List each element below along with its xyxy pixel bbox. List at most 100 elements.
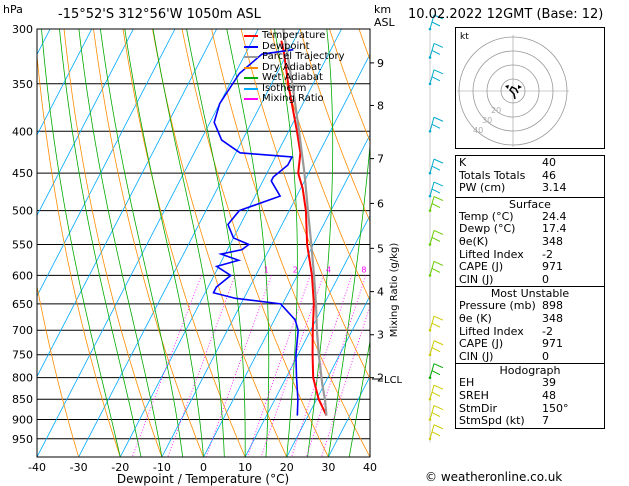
legend-label: Dry Adiabat	[262, 61, 322, 73]
row-value: 17.4	[542, 222, 567, 236]
table-row: CAPE (J) 971	[456, 338, 604, 351]
row-value: 24.4	[542, 209, 567, 223]
most-unstable-title: Most Unstable	[490, 287, 570, 301]
temp-tick-label: 30	[321, 461, 335, 474]
legend-label: Temperature	[262, 30, 326, 41]
wind-barb	[428, 384, 444, 401]
mixing-ratio-label: 2	[293, 265, 298, 274]
row-value: 971	[542, 337, 563, 351]
temp-tick-label: -30	[70, 461, 88, 474]
table-row: Lifted Index -2	[456, 247, 604, 262]
legend-item: Mixing Ratio	[244, 93, 345, 105]
hodograph-trace	[509, 86, 519, 100]
legend-label: Parcel Trajectory	[262, 51, 345, 62]
table-row: θe (K) 348	[456, 311, 604, 326]
mixing-ratio-line	[291, 275, 353, 457]
pressure-tick-label: 850	[12, 393, 33, 406]
dry-adiabat-line	[270, 29, 370, 302]
mixing-ratio-label: 4	[326, 265, 331, 274]
dewpoint-profile	[212, 48, 299, 416]
isotherm-line	[286, 295, 370, 457]
wind-barb	[428, 424, 444, 441]
mixing-ratio-label: 8	[361, 265, 366, 274]
table-row: SREH 48	[456, 388, 604, 403]
dry-adiabat-line	[93, 29, 204, 457]
table-row: CAPE (J) 971	[456, 261, 604, 274]
temp-tick-label: 20	[280, 461, 294, 474]
legend-swatch	[244, 87, 258, 90]
mixing-ratio-label: 20	[417, 265, 427, 274]
table-row: StmDir 150°	[456, 401, 604, 416]
row-label: StmSpd (kt)	[459, 414, 525, 428]
km-tick-label: 8	[377, 99, 384, 112]
isotherm-line	[78, 29, 301, 457]
row-label: Lifted Index	[459, 247, 524, 261]
pressure-tick-label: 950	[12, 433, 33, 446]
km-tick-label: 6	[377, 197, 384, 210]
row-value: 3.14	[542, 181, 567, 195]
row-label: CIN (J)	[459, 272, 494, 286]
wind-barb	[428, 405, 444, 421]
hodograph-ring-label: 40	[473, 126, 483, 135]
row-label: StmDir	[459, 401, 498, 415]
dry-adiabat-line	[240, 29, 370, 380]
indices-panel: K 40 Totals Totals 46 PW (cm) 3.14 Surface Te…	[455, 155, 605, 429]
row-value: -2	[542, 247, 553, 261]
legend-swatch	[244, 77, 258, 80]
x-axis-label: Dewpoint / Temperature (°C)	[117, 472, 289, 486]
wet-adiabat-line	[152, 29, 225, 457]
legend-item: Parcel Trajectory	[244, 51, 345, 63]
legend-item: Temperature	[244, 30, 345, 42]
table-row: EH 39	[456, 377, 604, 390]
table-row: K 40	[456, 156, 604, 170]
pressure-tick-label: 550	[12, 238, 33, 251]
legend-swatch	[244, 45, 258, 48]
legend-label: Dewpoint	[262, 40, 310, 52]
row-label: θe (K)	[459, 311, 492, 325]
hodograph-table-title: Hodograph	[499, 364, 561, 378]
pressure-tick-label: 300	[12, 23, 33, 36]
wet-adiabat-line	[307, 29, 334, 457]
wet-adiabat-line	[274, 29, 298, 457]
row-value: 40	[542, 156, 556, 169]
table-row: θe(K) 348	[456, 235, 604, 249]
temp-tick-label: 0	[200, 461, 207, 474]
hodograph-ring-label: 30	[482, 116, 492, 125]
row-value: -2	[542, 324, 553, 338]
mixing-ratio-line	[246, 275, 311, 457]
legend-swatch	[244, 66, 258, 69]
legend-label: Mixing Ratio	[262, 93, 324, 104]
legend-swatch	[244, 98, 258, 101]
credit-text: © weatheronline.co.uk	[425, 470, 563, 484]
mixing-ratio-label: 1	[264, 265, 269, 274]
wind-barb	[428, 69, 444, 86]
km-tick-label: 5	[377, 242, 384, 255]
km-tick-label: 2	[377, 372, 384, 385]
mixing-ratio-line	[167, 275, 236, 457]
row-value: 48	[542, 388, 556, 402]
table-row: Dewp (°C) 17.4	[456, 223, 604, 236]
temp-tick-label: -40	[28, 461, 46, 474]
dry-adiabat-line	[63, 29, 163, 457]
temperature-profile	[280, 40, 328, 417]
isotherm-line	[37, 29, 176, 297]
wet-adiabat-line	[100, 29, 184, 457]
pressure-tick-label: 350	[12, 78, 33, 91]
legend-swatch	[244, 56, 258, 59]
dry-adiabat-line	[625, 29, 629, 457]
pressure-tick-label: 500	[12, 205, 33, 218]
dry-adiabat-line	[37, 284, 80, 457]
temp-tick-label: -10	[153, 461, 171, 474]
mixing-ratio-line	[306, 275, 367, 457]
row-value: 898	[542, 299, 563, 313]
mean-wind-arrow-icon	[505, 85, 509, 89]
row-value: 7	[542, 414, 549, 428]
isotherm-line	[328, 375, 370, 457]
row-label: CAPE (J)	[459, 337, 504, 351]
wind-barb	[428, 363, 444, 379]
row-label: CAPE (J)	[459, 260, 504, 274]
wet-adiabat-line	[41, 29, 121, 457]
pressure-tick-label: 400	[12, 125, 33, 138]
datetime-title: 10.02.2022 12GMT (Base: 12)	[408, 7, 604, 22]
wind-barb	[428, 116, 444, 133]
